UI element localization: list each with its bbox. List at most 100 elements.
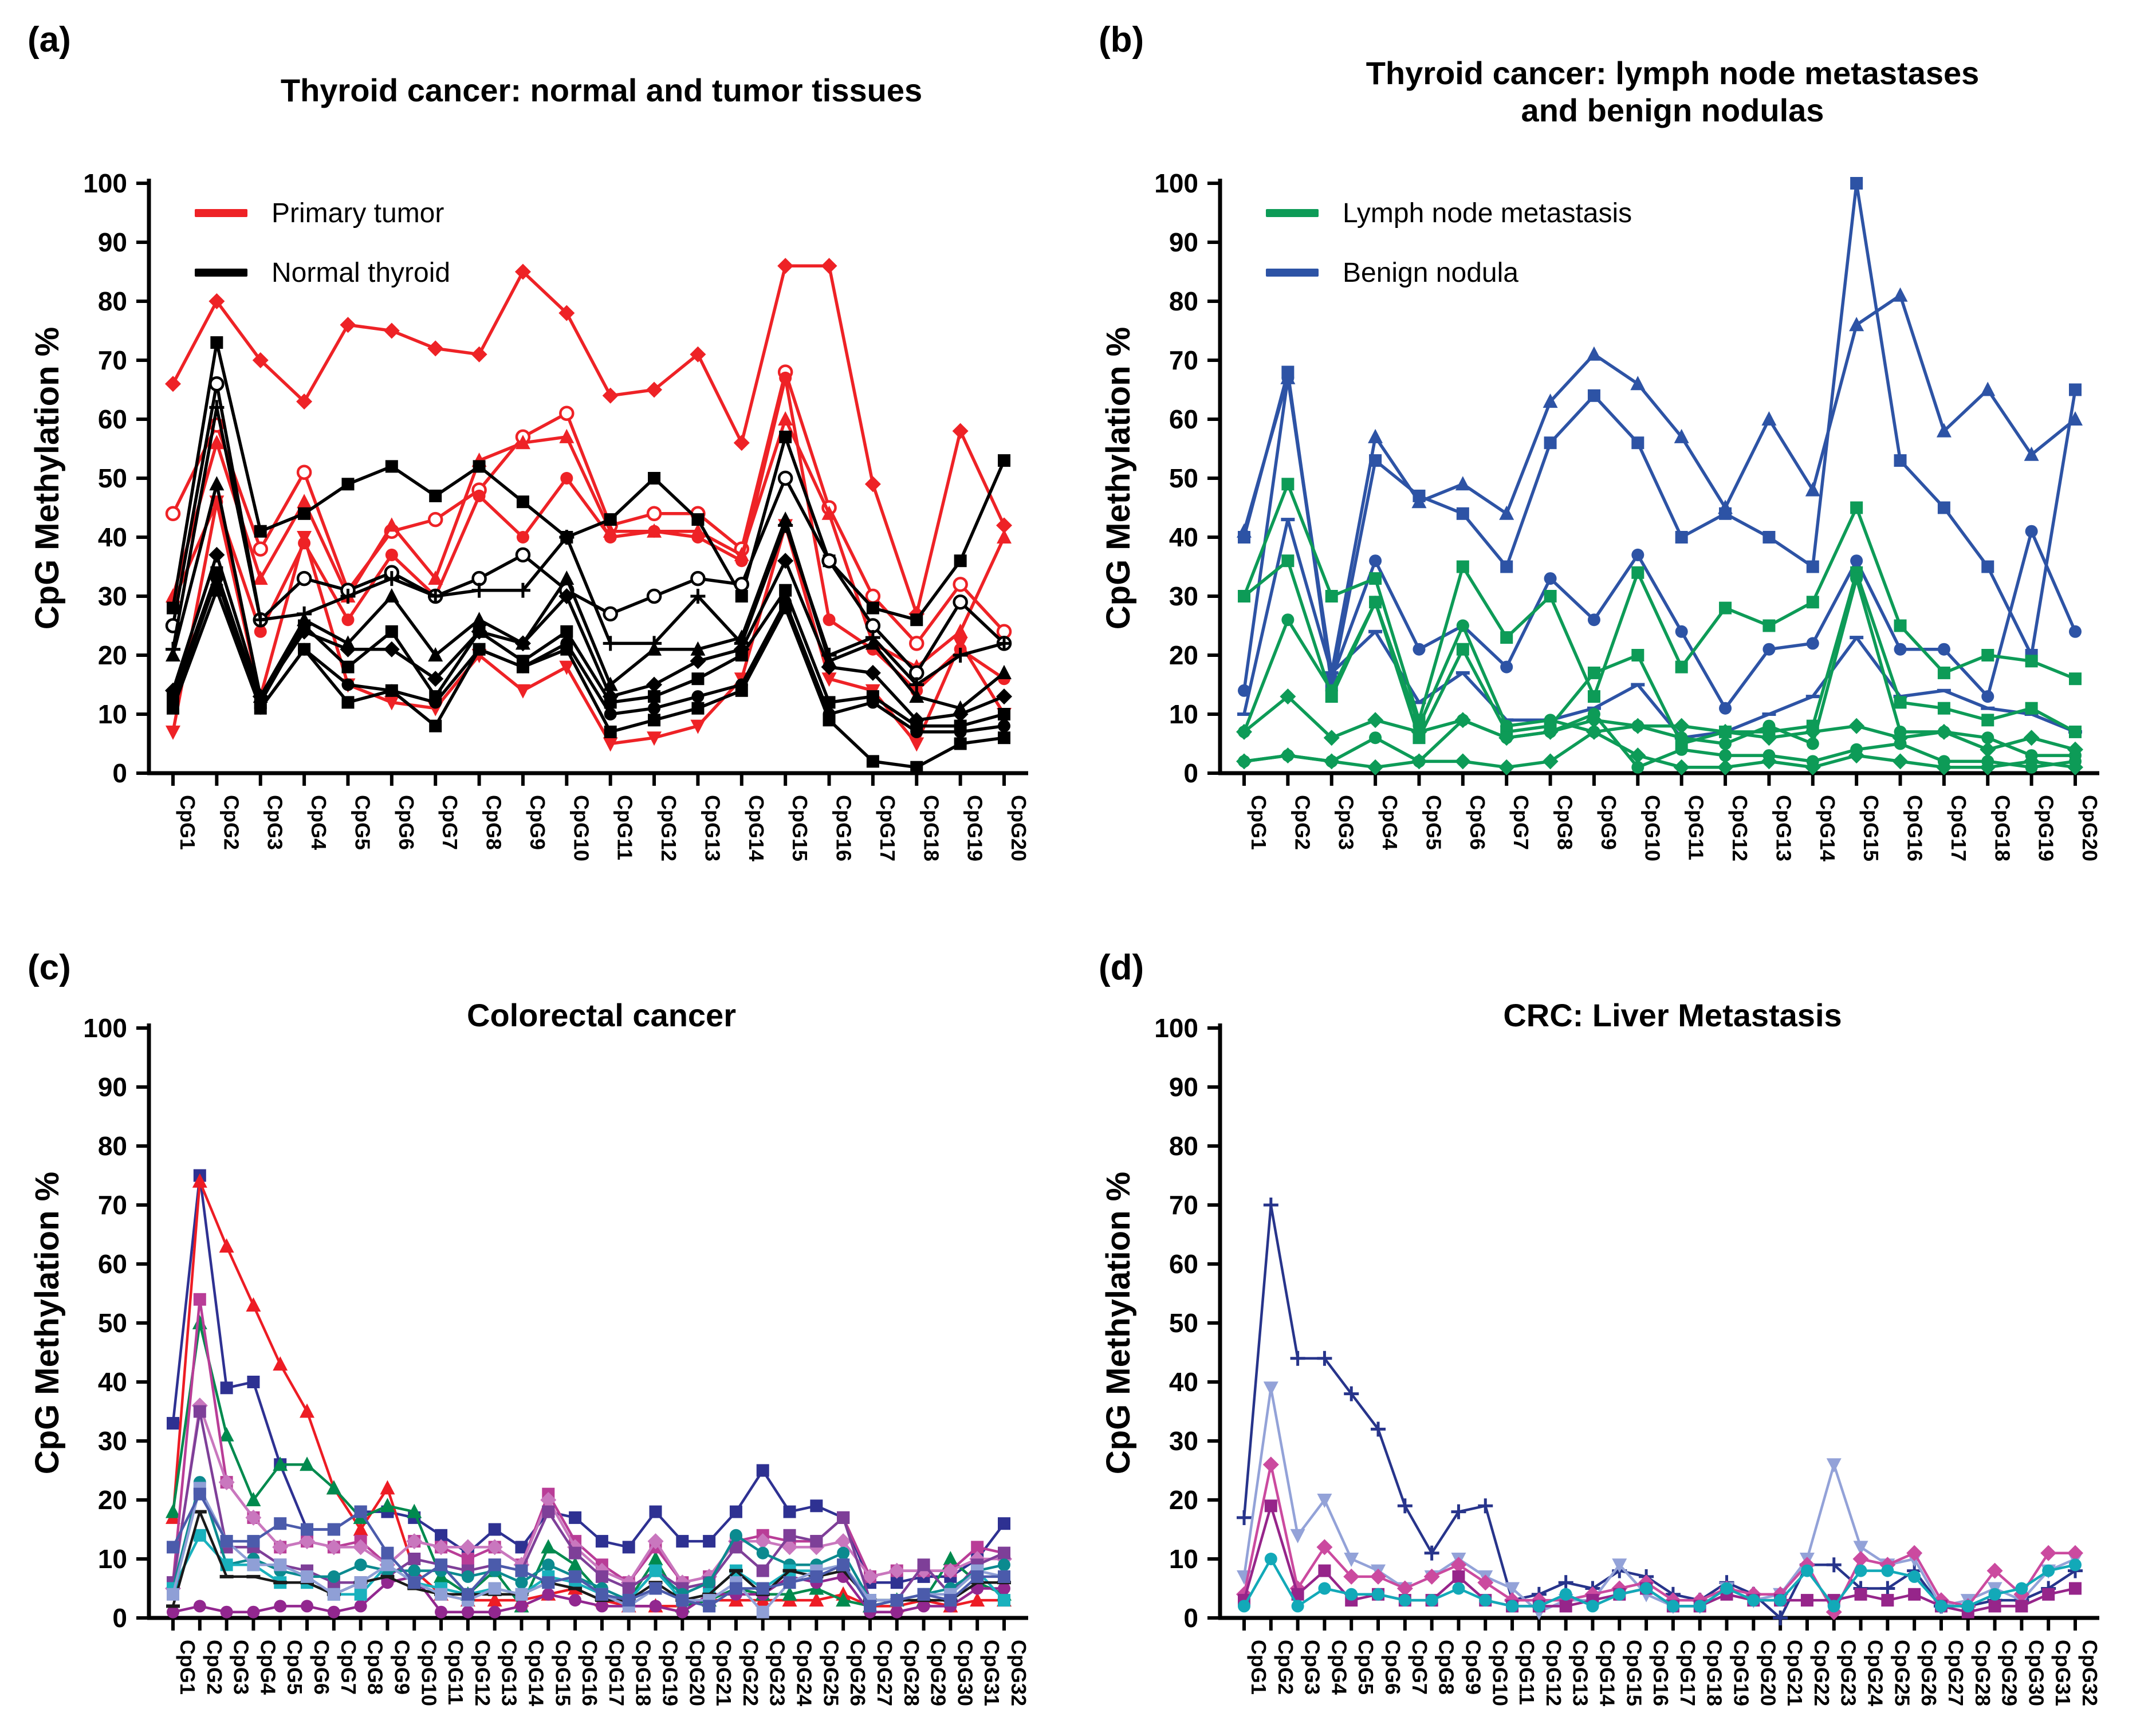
series-11 [167,1487,1010,1613]
x-tick-label: CpG25 [1890,1640,1914,1706]
x-tick-label: CpG15 [1859,795,1883,861]
x-tick-label: CpG25 [819,1640,843,1706]
x-tick-label: CpG11 [1515,1640,1539,1705]
y-tick-label: 20 [1169,640,1198,670]
x-tick-label: CpG3 [1335,795,1358,850]
y-tick-label: 70 [1169,345,1198,375]
y-tick-label: 70 [1169,1190,1198,1220]
y-tick-label: 100 [83,168,127,198]
y-tick-label: 10 [98,699,127,729]
y-tick-label: 100 [1154,168,1198,198]
panel-d-label: (d) [1099,948,1144,987]
x-tick-label: CpG13 [498,1640,521,1706]
x-tick-label: CpG22 [1810,1640,1834,1706]
axes [1218,179,2099,775]
x-tick-label: CpG3 [1301,1640,1324,1695]
series-5 [167,336,1010,627]
x-tick-label: CpG3 [263,795,287,850]
y-tick-label: 40 [98,522,127,552]
y-tick-label: 80 [1169,1131,1198,1161]
x-tick-label: CpG17 [605,1640,628,1706]
panel-d-title: CRC: Liver Metastasis [1503,997,1842,1034]
y-tick-label: 60 [98,404,127,434]
y-tick-label: 100 [83,1013,127,1043]
x-tick-label: CpG21 [712,1640,735,1706]
x-tick-label: CpG18 [919,795,943,861]
x-tick-label: CpG17 [876,795,899,861]
y-tick-label: 50 [1169,1308,1198,1338]
x-tick-label: CpG6 [310,1640,333,1695]
y-tick-label: 30 [98,581,127,611]
x-tick-label: CpG14 [524,1640,548,1706]
x-tick-label: CpG1 [176,1640,199,1695]
y-ticks: 0 10 20 30 40 50 60 70 80 90 100 [83,1013,149,1633]
y-ticks: 0 10 20 30 40 50 60 70 80 90 100 [1154,168,1220,788]
series-1 [1238,177,2082,691]
x-tick-label: CpG6 [1381,1640,1404,1695]
series-2 [1238,371,2082,715]
x-tick-label: CpG5 [1354,1640,1378,1695]
y-tick-label: 80 [98,1131,127,1161]
x-tick-label: CpG7 [1408,1640,1431,1695]
x-tick-label: CpG29 [1998,1640,2021,1706]
x-tick-label: CpG20 [1007,795,1030,861]
x-tick-label: CpG32 [2078,1640,2102,1706]
x-tick-label: CpG5 [1422,795,1445,850]
x-tick-label: CpG32 [1007,1640,1030,1706]
legend-label-lymph-node-metastasis: Lymph node metastasis [1343,198,1632,229]
x-tick-label: CpG7 [438,795,462,850]
legend-item-benign-nodula: Benign nodula [1266,243,1632,302]
x-tick-label: CpG18 [1703,1640,1726,1706]
x-tick-label: CpG9 [390,1640,414,1695]
series-4 [1238,1553,2082,1613]
x-tick-label: CpG4 [256,1640,280,1695]
y-tick-label: 40 [1169,522,1198,552]
x-tick-label: CpG2 [1274,1640,1297,1695]
x-tick-label: CpG10 [569,795,593,861]
panel-a-label: (a) [27,20,71,60]
x-tick-label: CpG17 [1676,1640,1699,1706]
series-1 [166,1173,1012,1613]
x-ticks: CpG1 CpG2 CpG3 CpG4 CpG5 CpG6 CpG7 CpG8 CpG9 CpG1… [1242,1618,2102,1706]
x-tick-label: CpG30 [953,1640,977,1706]
x-tick-label: CpG28 [900,1640,923,1706]
y-tick-label: 50 [98,463,127,493]
y-tick-label: 80 [98,286,127,316]
x-tick-label: CpG5 [283,1640,306,1695]
x-tick-label: CpG18 [632,1640,655,1706]
x-tick-label: CpG15 [788,795,812,861]
x-tick-label: CpG15 [1622,1640,1646,1706]
x-tick-label: CpG11 [1685,795,1708,860]
x-tick-label: CpG26 [1917,1640,1941,1706]
x-tick-label: CpG22 [739,1640,762,1706]
y-tick-label: 100 [1154,1013,1198,1043]
panel-b-title: Thyroid cancer: lymph node metastases an… [1366,55,1980,128]
x-tick-label: CpG24 [793,1640,816,1706]
x-tick-label: CpG3 [230,1640,253,1695]
x-tick-label: CpG8 [1435,1640,1458,1695]
x-tick-label: CpG23 [766,1640,789,1706]
series-12 [167,584,1010,774]
y-tick-label: 90 [98,227,127,257]
x-tick-label: CpG20 [685,1640,709,1706]
legend-label-normal-thyroid: Normal thyroid [272,257,451,288]
x-ticks: CpG1 CpG2 CpG3 CpG4 CpG5 CpG6 CpG7 CpG8 CpG9 CpG1… [171,773,1030,861]
y-axis-title: CpG Methylation % [29,1172,66,1474]
panel-c-title: Colorectal cancer [467,997,736,1034]
legend-item-normal-thyroid: Normal thyroid [195,243,450,302]
series-6 [165,376,1012,681]
series-8 [1238,708,2082,774]
series-5 [167,1405,1010,1607]
y-tick-label: 90 [1169,227,1198,257]
x-tick-label: CpG11 [613,795,637,860]
x-tick-label: CpG19 [659,1640,682,1706]
x-tick-label: CpG6 [395,795,418,850]
x-tick-label: CpG12 [1728,795,1752,861]
x-tick-label: CpG11 [444,1640,467,1705]
y-axis-title: CpG Methylation % [1100,327,1137,629]
x-tick-label: CpG14 [1595,1640,1619,1706]
x-tick-label: CpG10 [1488,1640,1512,1706]
x-tick-label: CpG12 [1542,1640,1565,1706]
